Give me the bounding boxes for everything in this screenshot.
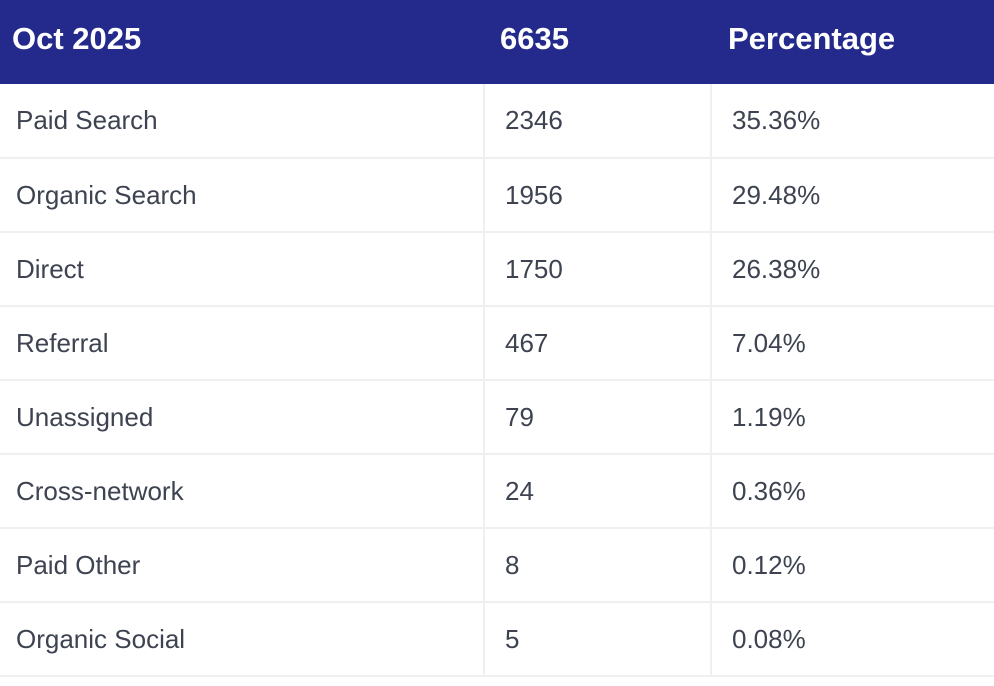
table-cell: Cross-network — [0, 454, 485, 529]
table-cell: Paid Search — [0, 84, 485, 159]
table-cell: Direct — [0, 232, 485, 307]
table-row: Cross-network 24 0.36% — [0, 454, 994, 529]
header-cell: Oct 2025 — [0, 0, 484, 84]
table-row: Paid Other 8 0.12% — [0, 528, 994, 603]
table-cell: 1956 — [484, 158, 712, 233]
table-row: Organic Search 1956 29.48% — [0, 158, 994, 233]
table-cell: Paid Other — [0, 528, 485, 603]
table-row: Referral 467 7.04% — [0, 306, 994, 381]
table-cell: 5 — [484, 602, 712, 677]
table-cell: Organic Search — [0, 158, 485, 233]
table-cell: 1750 — [484, 232, 712, 307]
table-row: Paid Search 2346 35.36% — [0, 84, 994, 159]
table-cell: 2346 — [484, 84, 712, 159]
table-cell: Organic Social — [0, 602, 485, 677]
table-cell: 0.12% — [711, 528, 994, 603]
table-cell: 29.48% — [711, 158, 994, 233]
table-body: Paid Search 2346 35.36% Organic Search 1956 2… — [0, 84, 994, 677]
table-row: Organic Social 5 0.08% — [0, 602, 994, 677]
table-cell: 24 — [484, 454, 712, 529]
table-cell: 467 — [484, 306, 712, 381]
table-row: Unassigned 79 1.19% — [0, 380, 994, 455]
table-cell: 1.19% — [711, 380, 994, 455]
header-row: Oct 2025 6635 Percentage — [0, 0, 994, 84]
table-row: Direct 1750 26.38% — [0, 232, 994, 307]
header-cell: Percentage — [711, 0, 994, 84]
table-cell: 26.38% — [711, 232, 994, 307]
table-cell: 0.08% — [711, 602, 994, 677]
table-cell: Unassigned — [0, 380, 485, 455]
table-cell: 0.36% — [711, 454, 994, 529]
table-cell: 8 — [484, 528, 712, 603]
header-cell: 6635 — [484, 0, 711, 84]
table-cell: 79 — [484, 380, 712, 455]
table-cell: 7.04% — [711, 306, 994, 381]
table-cell: 35.36% — [711, 84, 994, 159]
table-cell: Referral — [0, 306, 485, 381]
table-header: Oct 2025 6635 Percentage — [0, 0, 994, 84]
